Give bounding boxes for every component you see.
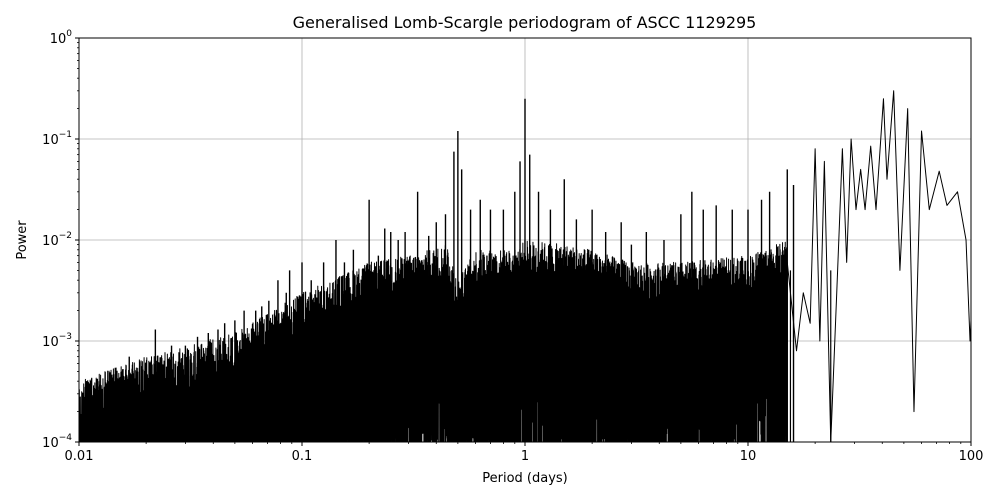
x-axis-label: Period (days) [482, 471, 568, 486]
y-tick-label: 10−3 [42, 332, 72, 350]
x-tick-label: 100 [959, 449, 984, 464]
y-axis-ticks: 10−4 10−3 10−2 10−1 100 [42, 29, 79, 451]
y-tick-label: 10−2 [42, 231, 72, 249]
y-axis-label: Power [15, 220, 30, 260]
x-axis-ticks: 0.01 0.1 1 10 100 [65, 442, 984, 464]
x-tick-label: 0.1 [292, 449, 313, 464]
x-tick-label: 0.01 [65, 449, 94, 464]
chart-title: Generalised Lomb-Scargle periodogram of … [293, 13, 757, 32]
x-tick-label: 10 [740, 449, 757, 464]
periodogram-curve [78, 90, 972, 443]
x-tick-label: 1 [521, 449, 529, 464]
y-tick-label: 10−4 [42, 433, 72, 451]
y-tick-label: 100 [50, 29, 73, 47]
y-tick-label: 10−1 [42, 130, 72, 148]
